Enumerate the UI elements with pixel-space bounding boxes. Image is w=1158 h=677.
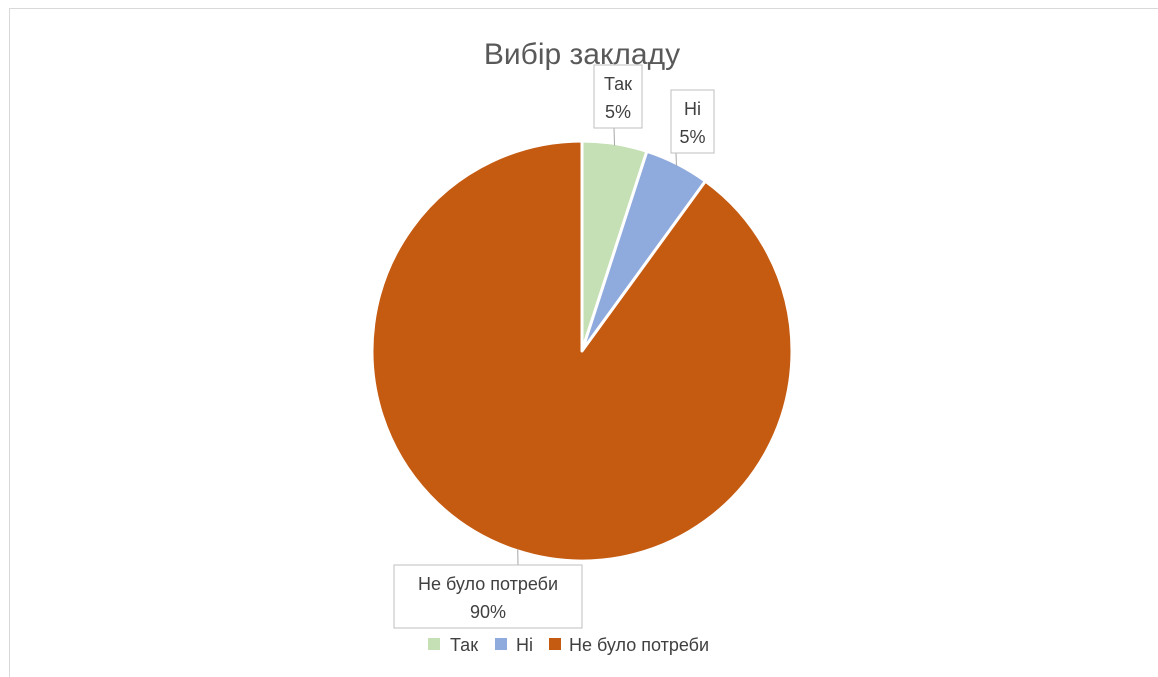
legend-item-1: Ні <box>495 635 533 655</box>
legend-label: Так <box>450 635 478 655</box>
legend-swatch <box>549 638 561 650</box>
leader-line-0 <box>613 127 616 146</box>
legend-swatch <box>495 638 507 650</box>
data-label-category: Ні <box>684 99 701 119</box>
label-leader-lines <box>517 127 677 566</box>
chart-title: Вибір закладу <box>484 38 680 71</box>
legend-label: Не було потреби <box>569 635 709 655</box>
data-label-1: Ні 5% <box>670 89 715 154</box>
data-label-value: 5% <box>605 102 631 122</box>
data-labels: Так 5% Ні 5% Не було потреби 90% <box>393 64 715 629</box>
data-label-category: Так <box>604 74 632 94</box>
data-label-category: Не було потреби <box>418 574 558 594</box>
legend: Так Ні Не було потреби <box>428 635 709 655</box>
legend-item-2: Не було потреби <box>549 635 709 655</box>
chart-area-border <box>9 8 1158 677</box>
data-label-2: Не було потреби 90% <box>393 564 583 629</box>
legend-label: Ні <box>516 635 533 655</box>
data-label-box <box>593 64 643 129</box>
data-label-value: 5% <box>679 127 705 147</box>
data-label-box <box>393 564 583 629</box>
data-label-0: Так 5% <box>593 64 643 129</box>
pie-slices <box>370 139 794 563</box>
data-label-value: 90% <box>470 602 506 622</box>
legend-item-0: Так <box>428 635 478 655</box>
pie-slice-2 <box>370 139 794 563</box>
legend-swatch <box>428 638 440 650</box>
data-label-box <box>670 89 715 154</box>
